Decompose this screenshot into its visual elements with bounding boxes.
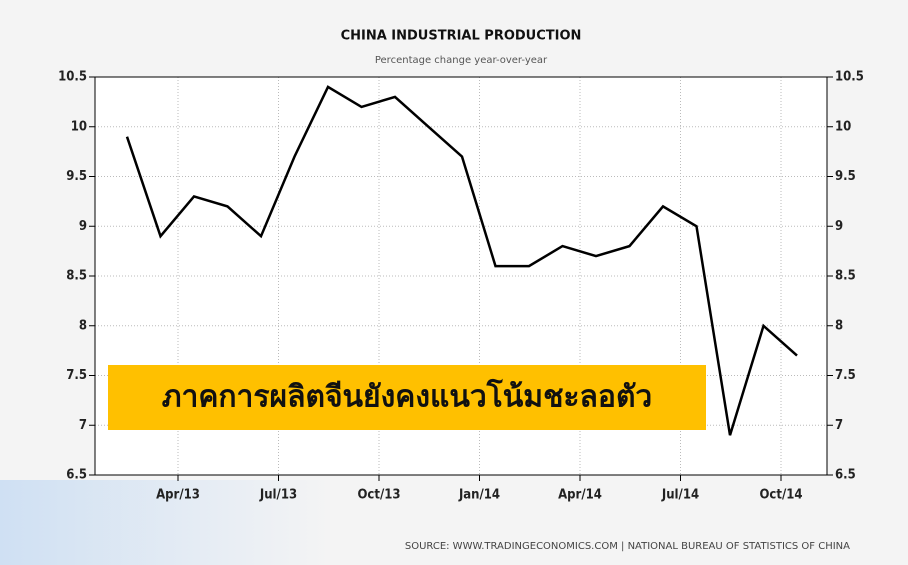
x-tick-label: Oct/14 bbox=[759, 488, 802, 503]
y-tick-label: 8.5 bbox=[66, 269, 87, 284]
x-tick-label: Jul/13 bbox=[259, 488, 297, 503]
y-tick-label: 8 bbox=[79, 318, 87, 333]
x-tick-label: Apr/14 bbox=[558, 488, 602, 503]
x-tick-label: Oct/13 bbox=[357, 488, 400, 503]
y-tick-label: 10 bbox=[71, 119, 87, 134]
y-tick-label: 9 bbox=[79, 219, 87, 234]
y2-tick-label: 7.5 bbox=[835, 368, 856, 383]
y2-tick-label: 10 bbox=[835, 119, 851, 134]
y-tick-label: 7 bbox=[79, 418, 87, 433]
chart-subtitle: Percentage change year-over-year bbox=[375, 55, 548, 66]
plot-frame bbox=[94, 76, 828, 476]
x-tick-label: Jul/14 bbox=[661, 488, 699, 503]
y2-tick-label: 6.5 bbox=[835, 468, 856, 483]
y2-tick-label: 9 bbox=[835, 219, 843, 234]
y2-tick-label: 9.5 bbox=[835, 169, 856, 184]
y2-tick-label: 10.5 bbox=[835, 70, 864, 85]
chart-title: CHINA INDUSTRIAL PRODUCTION bbox=[341, 29, 582, 44]
y-tick-label: 7.5 bbox=[66, 368, 87, 383]
y2-tick-label: 8.5 bbox=[835, 269, 856, 284]
source: SOURCE: WWW.TRADINGECONOMICS.COM | NATIO… bbox=[405, 541, 850, 552]
y2-tick-label: 7 bbox=[835, 418, 843, 433]
line-series bbox=[125, 85, 798, 436]
y-tick-label: 10.5 bbox=[58, 70, 87, 85]
y-tick-label: 6.5 bbox=[66, 468, 87, 483]
annotation-box bbox=[108, 365, 706, 430]
y-tick-label: 9.5 bbox=[66, 169, 87, 184]
y2-tick-label: 8 bbox=[835, 318, 843, 333]
decoration bbox=[0, 480, 330, 565]
x-tick-label: Jan/14 bbox=[458, 488, 500, 503]
annotation: ภาคการผลิตจีนยังคงแนวโน้มชะลอตัว bbox=[162, 378, 653, 415]
x-tick-label: Apr/13 bbox=[156, 488, 200, 503]
